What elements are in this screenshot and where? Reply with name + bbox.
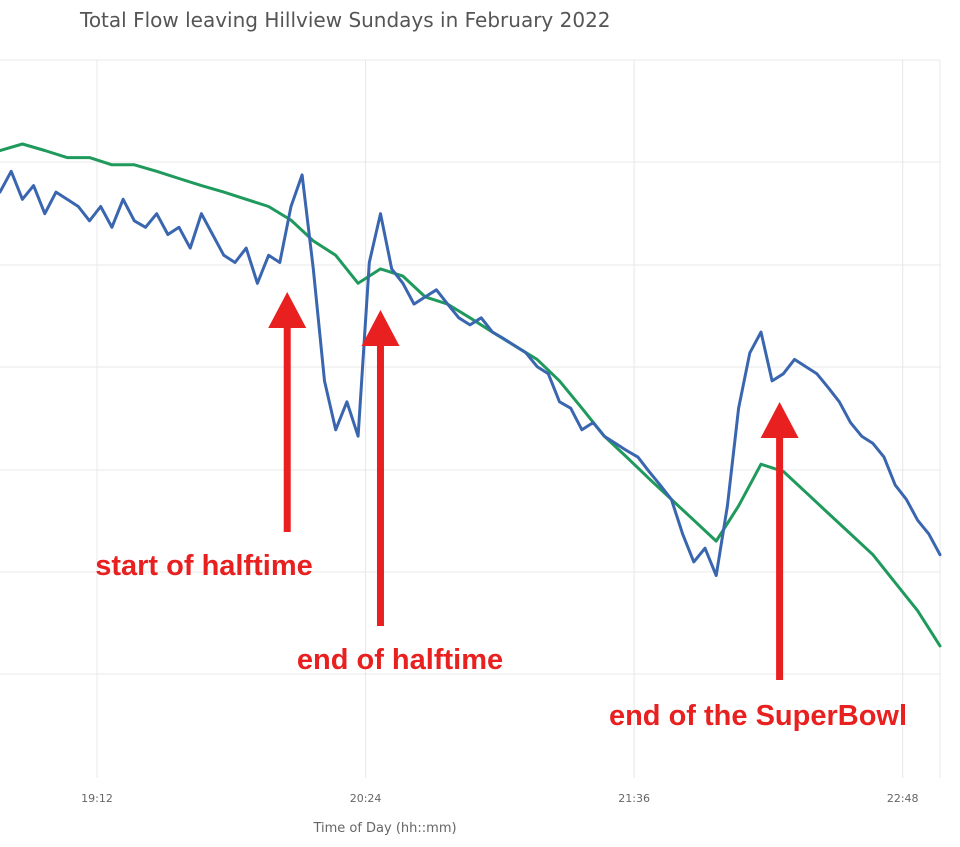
series-group (0, 142, 942, 648)
x-tick-label: 19:12 (81, 792, 113, 805)
x-axis-ticks: 19:12 20:24 21:36 22:48 (81, 792, 918, 805)
blue-series-line (0, 169, 942, 577)
chart-title: Total Flow leaving Hillview Sundays in F… (80, 8, 611, 32)
annotation-arrow-head (760, 402, 799, 438)
x-tick-label: 22:48 (887, 792, 919, 805)
annotation-label: start of halftime (95, 550, 313, 582)
x-axis-label: Time of Day (hh::mm) (312, 821, 456, 836)
green-series-line (0, 142, 942, 648)
annotations-group: start of halftime end of halftime end of t… (95, 292, 907, 732)
annotation-arrow-head (268, 292, 307, 328)
x-tick-label: 21:36 (618, 792, 650, 805)
annotation-arrow-head (361, 310, 400, 346)
annotation-label: end of the SuperBowl (609, 700, 907, 732)
x-tick-label: 20:24 (350, 792, 382, 805)
gridlines (0, 59, 941, 778)
annotation-label: end of halftime (297, 644, 503, 676)
